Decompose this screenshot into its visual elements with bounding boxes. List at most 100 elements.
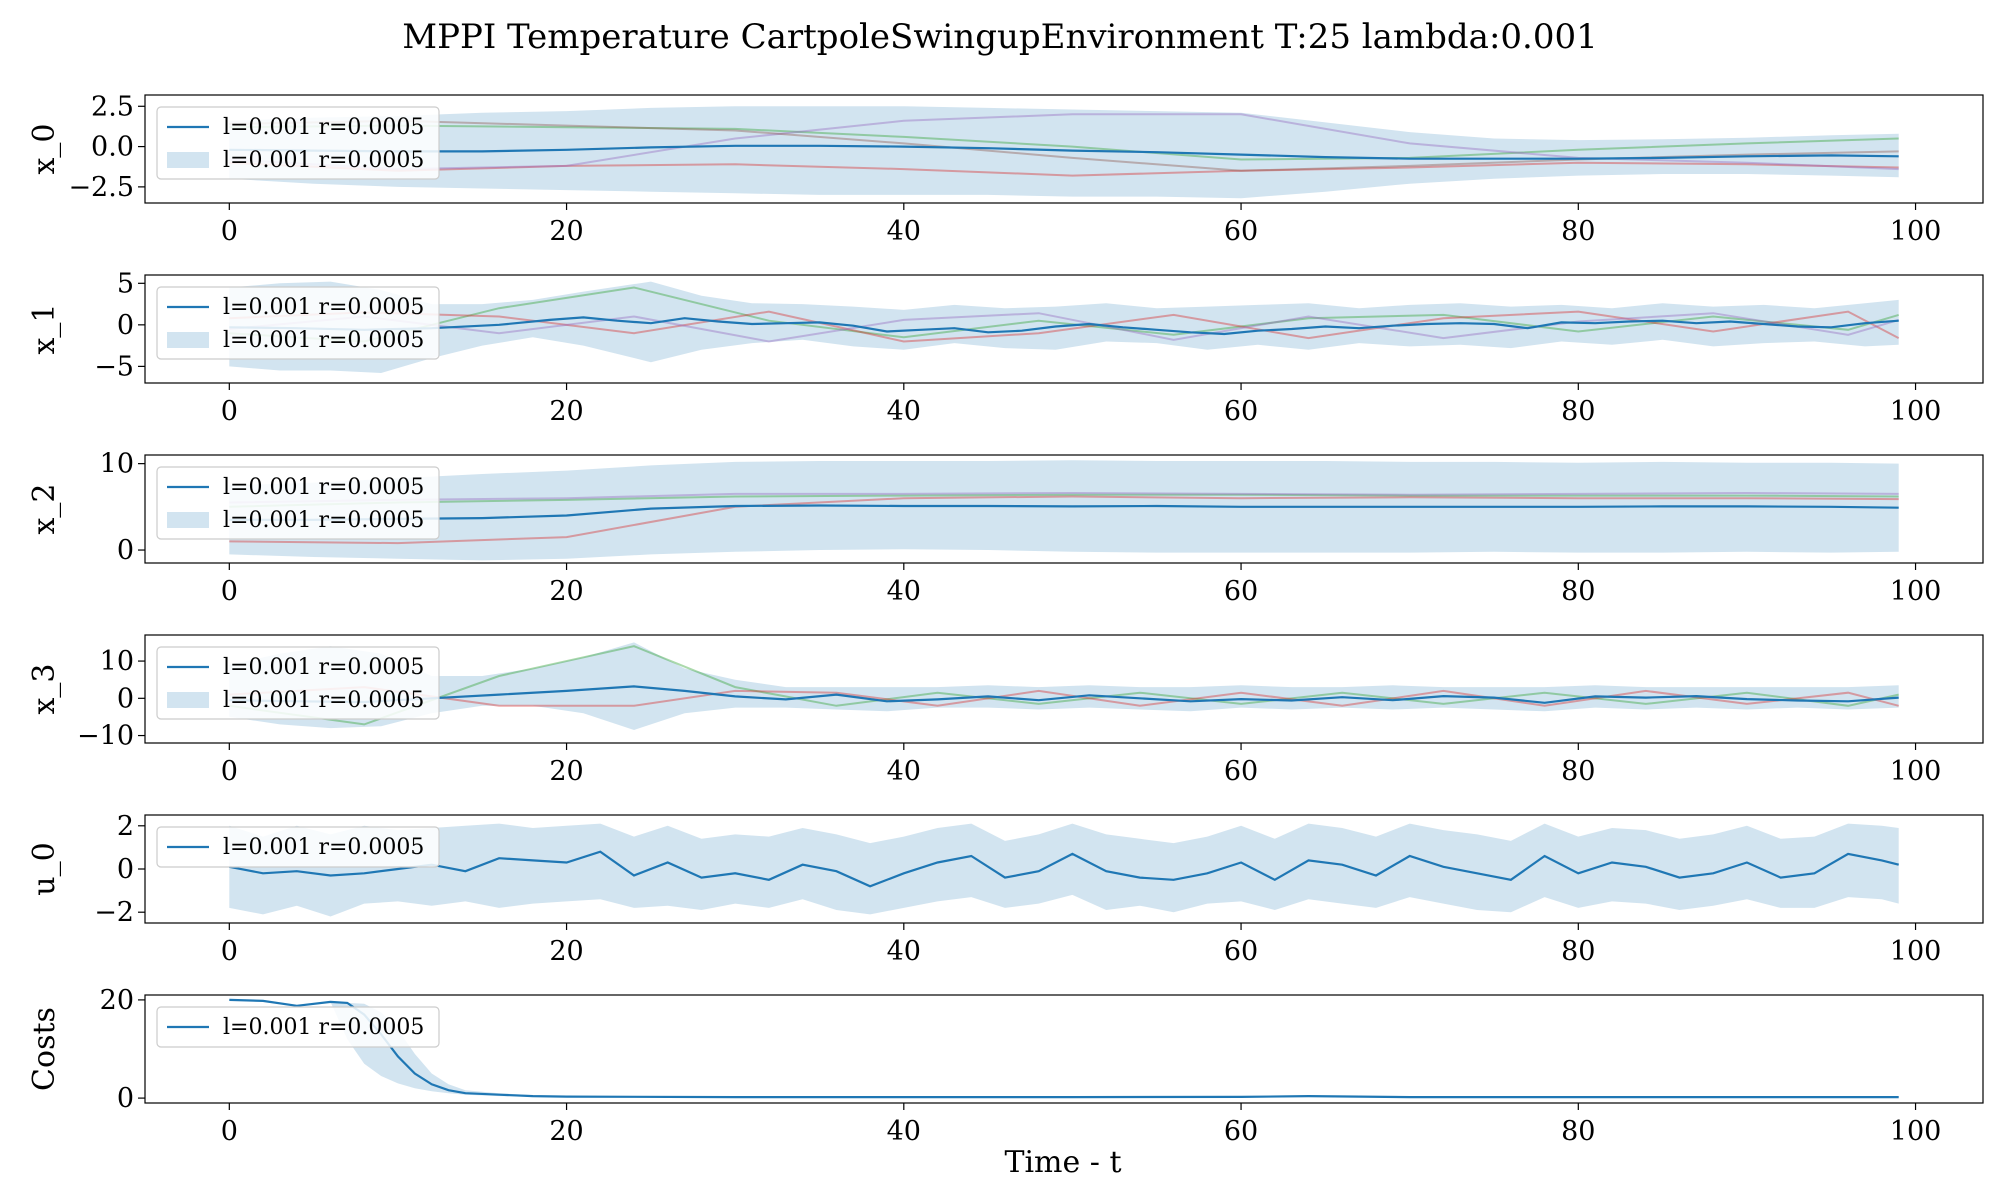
sample-line [229, 124, 1899, 161]
x-tick-label: 100 [1890, 396, 1942, 427]
x-tick-label: 0 [221, 936, 238, 967]
x-tick-label: 40 [887, 576, 921, 607]
legend-box [156, 1006, 440, 1048]
x-tick-label: 0 [221, 216, 238, 247]
legend-entry-line: l=0.001 r=0.0005 [223, 1015, 424, 1040]
x-tick-label: 40 [887, 1116, 921, 1147]
legend-box [156, 286, 440, 360]
legend: l=0.001 r=0.0005 l=0.001 r=0.0005 [156, 646, 440, 720]
y-tick-label: 10 [100, 449, 134, 480]
y-axis-label: Costs [27, 1007, 62, 1091]
plot-area [229, 281, 1900, 373]
mean-line [229, 316, 1899, 336]
x-tick-label: 60 [1224, 396, 1258, 427]
y-axis-label: x_1 [27, 303, 62, 354]
legend-entry-band: l=0.001 r=0.0005 [223, 508, 424, 533]
x-tick-label: 20 [549, 576, 583, 607]
y-tick-label: 0 [117, 683, 134, 714]
plot-area [229, 106, 1899, 199]
figure-title: MPPI Temperature CartpoleSwingupEnvironm… [402, 17, 1598, 57]
sample-line [229, 113, 1899, 171]
x-tick-label: 0 [221, 1116, 238, 1147]
legend: l=0.001 r=0.0005 [156, 1006, 440, 1048]
x-tick-label: 20 [549, 936, 583, 967]
plot-area [229, 460, 1899, 561]
axes-frame [144, 454, 1984, 564]
legend-entry-band: l=0.001 r=0.0005 [223, 688, 424, 713]
legend-box [156, 646, 440, 720]
legend-entry-line: l=0.001 r=0.0005 [223, 835, 424, 860]
mean-line [229, 504, 1899, 521]
mean-line [229, 850, 1899, 888]
subplots: 0 20 40 60 80 100−2.50.02.5x_0 l=0.001 r=0.000… [27, 91, 1984, 1147]
x-tick-label: 80 [1561, 1116, 1595, 1147]
x-tick-label: 20 [549, 396, 583, 427]
x-tick-label: 60 [1224, 756, 1258, 787]
legend-band-swatch [167, 512, 209, 528]
sample-line [229, 645, 1899, 726]
legend-band-swatch [167, 332, 209, 348]
x-tick-label: 80 [1561, 216, 1595, 247]
legend-box [156, 826, 440, 868]
std-band [229, 823, 1899, 917]
legend-entry-line: l=0.001 r=0.0005 [223, 655, 424, 680]
std-band [229, 460, 1899, 561]
legend: l=0.001 r=0.0005 l=0.001 r=0.0005 [156, 286, 440, 360]
x-tick-label: 0 [221, 756, 238, 787]
legend-box [156, 466, 440, 540]
legend-entry-line: l=0.001 r=0.0005 [223, 475, 424, 500]
x-tick-label: 0 [221, 396, 238, 427]
y-tick-label: 20 [100, 985, 134, 1016]
y-axis-label: x_3 [27, 663, 62, 714]
legend: l=0.001 r=0.0005 l=0.001 r=0.0005 [156, 106, 440, 180]
x-tick-label: 60 [1224, 216, 1258, 247]
subplot-x_0: 0 20 40 60 80 100 −2.5 0.0 2.5 x_0 l=0.001 r=0.000… [27, 91, 1984, 247]
x-tick-label: 0 [221, 576, 238, 607]
sample-line [229, 161, 1899, 177]
axes-frame [144, 94, 1984, 204]
mean-line [229, 685, 1899, 704]
legend-band-swatch [167, 152, 209, 168]
sample-line [229, 495, 1899, 545]
legend-entry-line: l=0.001 r=0.0005 [223, 115, 424, 140]
legend: l=0.001 r=0.0005 l=0.001 r=0.0005 [156, 466, 440, 540]
sample-line [229, 493, 1899, 508]
legend-entry-band: l=0.001 r=0.0005 [223, 328, 424, 353]
x-tick-label: 100 [1890, 576, 1942, 607]
y-axis-label: x_0 [27, 123, 62, 174]
x-tick-label: 40 [887, 216, 921, 247]
plot-area [229, 823, 1899, 917]
plot-area [229, 998, 1899, 1099]
subplot-u_0: 0 20 40 60 80 100 −2 0 2 u_0 l=0.001 r=0.0005 [27, 811, 1984, 967]
x-tick-label: 80 [1561, 936, 1595, 967]
plot-area [229, 642, 1899, 730]
y-axis-label: u_0 [27, 842, 62, 895]
std-band [229, 281, 1899, 373]
y-tick-label: 0.0 [91, 132, 134, 163]
legend-box [156, 106, 440, 180]
x-tick-label: 20 [549, 1116, 583, 1147]
x-tick-label: 60 [1224, 576, 1258, 607]
sample-line [229, 310, 1900, 343]
y-tick-label: 0 [117, 535, 134, 566]
x-tick-label: 80 [1561, 576, 1595, 607]
legend-entry-band: l=0.001 r=0.0005 [223, 148, 424, 173]
x-tick-label: 40 [887, 936, 921, 967]
y-tick-label: 0 [117, 310, 134, 341]
std-band [229, 642, 1899, 730]
x-tick-label: 80 [1561, 396, 1595, 427]
sample-line [229, 686, 1899, 707]
axes-frame [144, 994, 1984, 1104]
y-tick-label: 2 [117, 811, 134, 842]
x-tick-label: 20 [549, 216, 583, 247]
y-tick-label: 0 [117, 854, 134, 885]
y-tick-label: −2.5 [68, 172, 134, 203]
x-tick-label: 100 [1890, 1116, 1942, 1147]
x-tick-label: 80 [1561, 756, 1595, 787]
legend-entry-line: l=0.001 r=0.0005 [223, 295, 424, 320]
y-tick-label: −2 [94, 897, 134, 928]
